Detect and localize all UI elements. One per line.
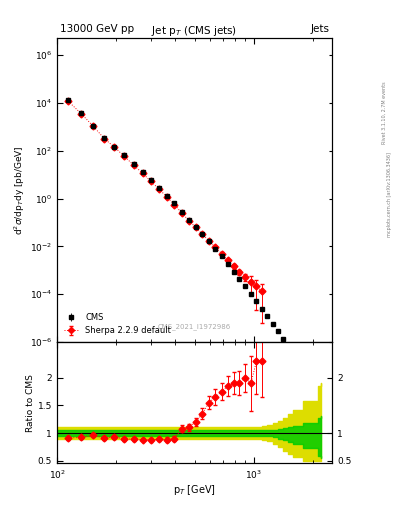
Text: Rivet 3.1.10, 2.7M events: Rivet 3.1.10, 2.7M events — [382, 81, 387, 144]
X-axis label: p$_{T}$ [GeV]: p$_{T}$ [GeV] — [173, 483, 216, 497]
Text: Jets: Jets — [310, 24, 329, 34]
Text: mcplots.cern.ch [arXiv:1306.3436]: mcplots.cern.ch [arXiv:1306.3436] — [387, 152, 391, 237]
Text: 13000 GeV pp: 13000 GeV pp — [60, 24, 134, 34]
Title: Jet p$_{T}$ (CMS jets): Jet p$_{T}$ (CMS jets) — [151, 24, 238, 38]
Y-axis label: d$^{2}\sigma$/dp$_{T}$dy [pb/GeV]: d$^{2}\sigma$/dp$_{T}$dy [pb/GeV] — [13, 145, 27, 235]
Y-axis label: Ratio to CMS: Ratio to CMS — [26, 374, 35, 432]
Text: CMS_2021_I1972986: CMS_2021_I1972986 — [158, 323, 231, 330]
Legend: CMS, Sherpa 2.2.9 default: CMS, Sherpa 2.2.9 default — [61, 311, 174, 338]
